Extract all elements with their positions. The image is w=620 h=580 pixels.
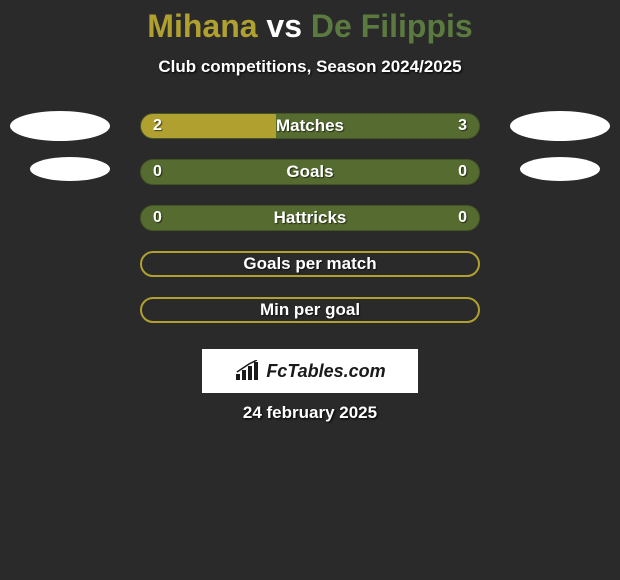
stat-row: Min per goal [0,289,620,335]
logo: FcTables.com [234,360,385,382]
stat-value-right: 0 [446,160,479,184]
stat-bar-goals: 0 Goals 0 [140,159,480,185]
chart-icon [234,360,262,382]
stat-bar-matches: 2 Matches 3 [140,113,480,139]
logo-box[interactable]: FcTables.com [202,349,418,393]
stat-label: Matches [141,114,479,138]
stat-row: 0 Goals 0 [0,151,620,197]
logo-text: FcTables.com [266,361,385,382]
stat-bar-hattricks: 0 Hattricks 0 [140,205,480,231]
stat-label: Min per goal [142,299,478,321]
player2-avatar [510,111,610,141]
stats-rows: 2 Matches 3 0 Goals 0 0 Hattricks [0,105,620,335]
player1-name: Mihana [147,8,257,44]
player1-avatar-small [30,157,110,181]
stat-bar-gpm: Goals per match [140,251,480,277]
stat-label: Goals [141,160,479,184]
vs-separator: vs [266,8,302,44]
stat-value-right: 0 [446,206,479,230]
player1-avatar [10,111,110,141]
subtitle: Club competitions, Season 2024/2025 [0,57,620,77]
stat-label: Hattricks [141,206,479,230]
comparison-card: Mihana vs De Filippis Club competitions,… [0,0,620,423]
stat-label: Goals per match [142,253,478,275]
stat-row: 0 Hattricks 0 [0,197,620,243]
player2-avatar-small [520,157,600,181]
player2-name: De Filippis [311,8,473,44]
stat-bar-mpg: Min per goal [140,297,480,323]
stat-row: 2 Matches 3 [0,105,620,151]
page-title: Mihana vs De Filippis [0,8,620,45]
stat-row: Goals per match [0,243,620,289]
stat-value-right: 3 [446,114,479,138]
date-label: 24 february 2025 [0,403,620,423]
